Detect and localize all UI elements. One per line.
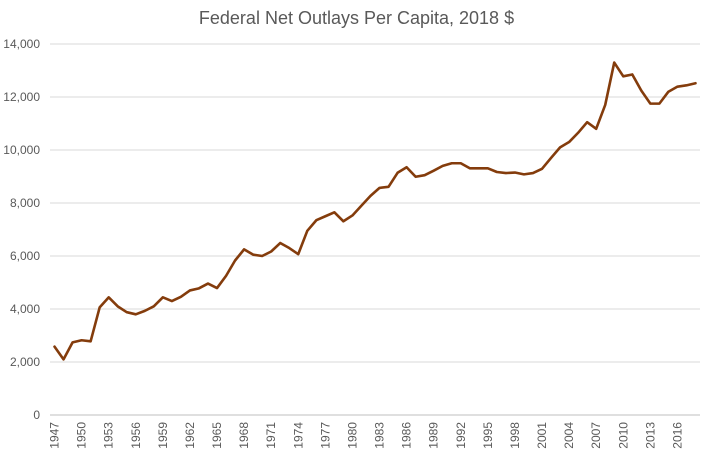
y-tick-label: 10,000 — [3, 143, 40, 157]
gridlines — [50, 43, 700, 363]
x-tick-label: 1947 — [48, 422, 62, 449]
chart-title: Federal Net Outlays Per Capita, 2018 $ — [198, 8, 515, 28]
x-tick-label: 1992 — [454, 422, 468, 449]
x-tick-label: 2007 — [589, 422, 603, 449]
x-tick-label: 1965 — [210, 422, 224, 449]
x-tick-label: 1977 — [318, 422, 332, 449]
y-tick-label: 14,000 — [3, 37, 40, 51]
x-tick-label: 1953 — [102, 422, 116, 449]
y-tick-label: 8,000 — [10, 196, 40, 210]
x-tick-label: 1962 — [183, 422, 197, 449]
x-tick-label: 1995 — [481, 422, 495, 449]
x-tick-label: 1998 — [508, 422, 522, 449]
series-line — [53, 61, 697, 361]
y-tick-label: 2,000 — [10, 355, 40, 369]
x-tick-label: 1959 — [156, 422, 170, 449]
x-tick-label: 1974 — [291, 422, 305, 449]
x-tick-label: 1986 — [400, 422, 414, 449]
x-tick-label: 2010 — [616, 422, 630, 449]
x-tick-label: 1983 — [373, 422, 387, 449]
x-tick-label: 1950 — [75, 422, 89, 449]
series-layer — [53, 61, 697, 361]
x-tick-label: 2004 — [562, 422, 576, 449]
y-tick-label: 6,000 — [10, 249, 40, 263]
x-axis-tick-labels: 1947 1950 1953 1956 1959 1962 1965 1968 1971 1974… — [48, 422, 685, 449]
y-axis-tick-labels: 0 2,000 4,000 6,000 8,000 10,000 12,000 14,000 — [3, 37, 40, 422]
x-tick-label: 2001 — [535, 422, 549, 449]
y-tick-label: 0 — [33, 408, 40, 422]
x-tick-label: 1980 — [345, 422, 359, 449]
x-tick-label: 1989 — [427, 422, 441, 449]
x-tick-label: 1968 — [237, 422, 251, 449]
x-tick-label: 1956 — [129, 422, 143, 449]
x-tick-label: 2013 — [643, 422, 657, 449]
x-tick-label: 2016 — [670, 422, 684, 449]
y-tick-label: 4,000 — [10, 302, 40, 316]
y-tick-label: 12,000 — [3, 90, 40, 104]
x-tick-label: 1971 — [264, 422, 278, 449]
